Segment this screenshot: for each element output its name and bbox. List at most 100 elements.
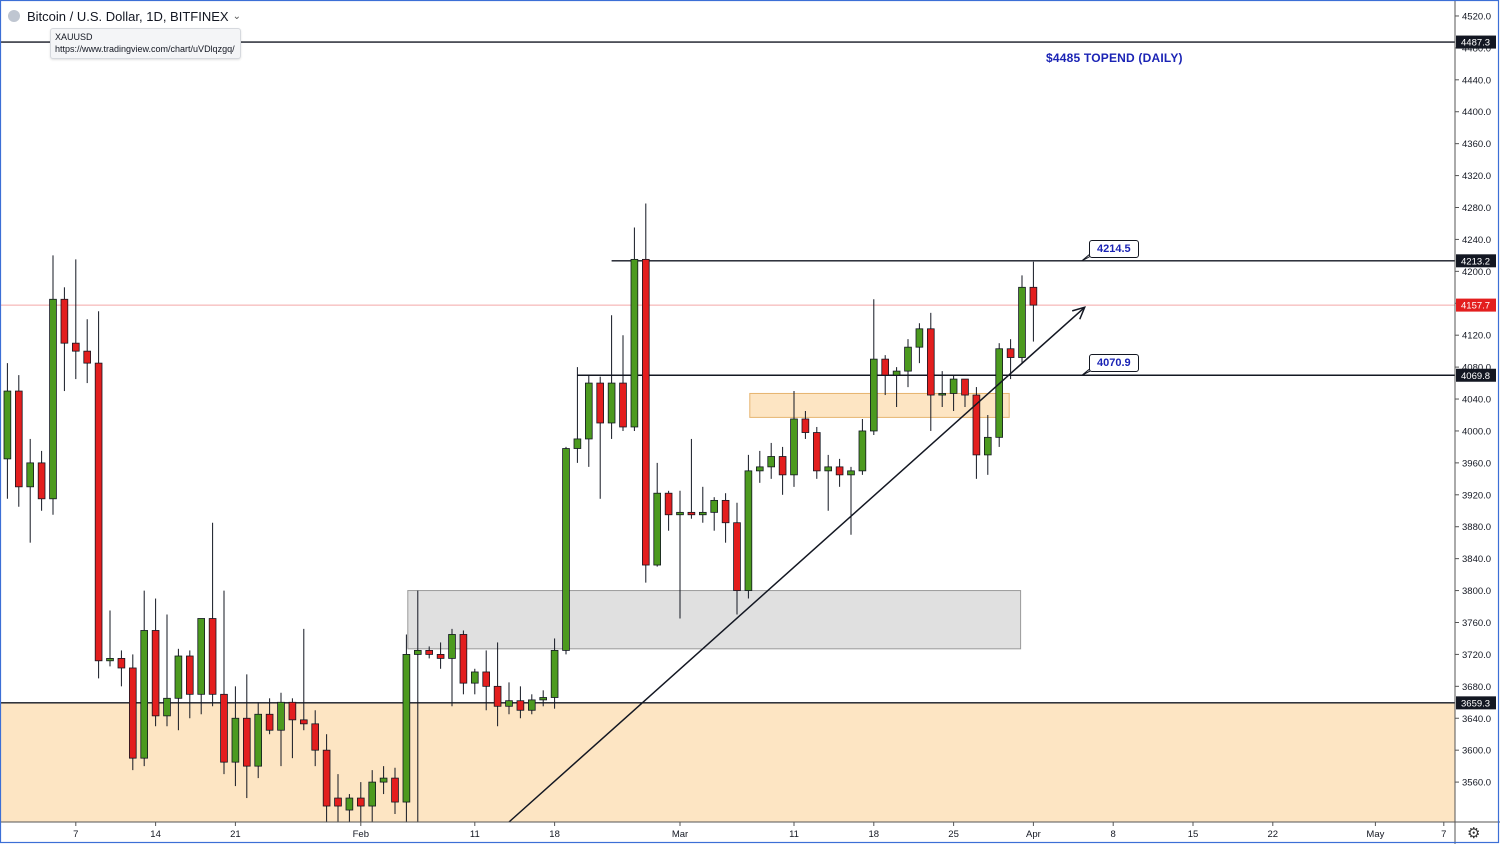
candle bbox=[1018, 275, 1026, 364]
x-tick-label: 11 bbox=[789, 829, 799, 840]
y-tick-label: 4120.0 bbox=[1462, 331, 1491, 342]
y-tick-label: 4400.0 bbox=[1462, 107, 1491, 118]
x-tick-label: 7 bbox=[1441, 829, 1446, 840]
candle-body-down bbox=[835, 466, 844, 476]
candle-body-up bbox=[676, 511, 684, 516]
candle bbox=[915, 323, 924, 364]
candle-body-down bbox=[493, 685, 502, 707]
price-label: 3659.3 bbox=[1461, 698, 1490, 709]
candle-body-up bbox=[402, 654, 411, 803]
candle bbox=[801, 411, 810, 439]
candle-body-up bbox=[174, 655, 183, 699]
x-tick-label: Mar bbox=[672, 829, 688, 840]
current-price-label: 4157.7 bbox=[1461, 301, 1490, 312]
y-tick-label: 4440.0 bbox=[1462, 75, 1491, 86]
candle bbox=[140, 590, 149, 767]
candle-body-down bbox=[391, 777, 399, 803]
candle-body-down bbox=[721, 499, 730, 524]
candle-body-up bbox=[949, 378, 958, 394]
candle bbox=[664, 490, 673, 531]
candle bbox=[961, 378, 969, 408]
candle bbox=[436, 642, 445, 669]
x-tick-label: 14 bbox=[150, 829, 161, 840]
x-tick-label: Apr bbox=[1026, 829, 1041, 840]
x-tick-label: 21 bbox=[230, 829, 241, 840]
candle-body-up bbox=[915, 328, 924, 348]
symbol-header[interactable]: Bitcoin / U.S. Dollar, 1D, BITFINEX ⌄ bbox=[8, 6, 241, 26]
y-tick-label: 3680.0 bbox=[1462, 682, 1491, 693]
zones-layer bbox=[0, 392, 1455, 822]
candle bbox=[26, 438, 34, 543]
candle-body-down bbox=[94, 362, 103, 662]
candle-body-down bbox=[208, 618, 217, 695]
candle bbox=[322, 734, 331, 822]
candle bbox=[470, 668, 479, 695]
candle-body-down bbox=[516, 700, 525, 711]
candle bbox=[619, 335, 627, 431]
candle-body-up bbox=[767, 456, 775, 468]
candle-body-down bbox=[128, 667, 137, 759]
x-tick-label: 22 bbox=[1268, 829, 1279, 840]
candle-body-down bbox=[322, 749, 331, 807]
x-tick-label: May bbox=[1366, 829, 1384, 840]
candle bbox=[699, 486, 707, 523]
candle bbox=[824, 454, 832, 511]
candle bbox=[163, 614, 171, 727]
candle bbox=[94, 311, 103, 679]
candle-body-down bbox=[1006, 348, 1015, 358]
horizontal-lines-layer bbox=[0, 41, 1455, 704]
candle-body-up bbox=[277, 701, 285, 731]
candle-body-down bbox=[733, 522, 741, 591]
candle-body-up bbox=[858, 430, 867, 472]
candle bbox=[642, 203, 650, 583]
gear-icon[interactable]: ⚙ bbox=[1467, 825, 1481, 842]
y-tick-label: 3600.0 bbox=[1462, 746, 1491, 757]
candle bbox=[185, 650, 194, 719]
candle-body-down bbox=[151, 630, 160, 717]
candle-body-up bbox=[254, 713, 263, 767]
candle-body-up bbox=[368, 781, 376, 807]
candle bbox=[413, 590, 422, 822]
x-tick-label: 25 bbox=[948, 829, 959, 840]
candle bbox=[528, 694, 536, 715]
price-label-bg bbox=[1456, 35, 1496, 49]
candle bbox=[653, 462, 661, 567]
chevron-down-icon[interactable]: ⌄ bbox=[232, 10, 241, 22]
candle-body-down bbox=[619, 382, 627, 428]
trend-arrow-line bbox=[508, 306, 1086, 823]
candle-body-down bbox=[72, 342, 80, 352]
candle bbox=[585, 375, 593, 467]
candle-body-down bbox=[242, 717, 251, 767]
y-tick-label: 4320.0 bbox=[1462, 171, 1491, 182]
candle-body-up bbox=[539, 697, 547, 701]
candle-body-up bbox=[938, 393, 946, 396]
candle-body-up bbox=[163, 697, 171, 717]
candle bbox=[299, 628, 308, 731]
candle-body-up bbox=[892, 370, 901, 376]
candle bbox=[949, 375, 958, 412]
candle-body-up bbox=[505, 700, 513, 707]
candle bbox=[493, 642, 502, 727]
candle-body-up bbox=[790, 418, 798, 476]
candle bbox=[242, 674, 251, 799]
candle-body-down bbox=[311, 723, 319, 751]
candle bbox=[790, 391, 798, 487]
candle bbox=[402, 634, 411, 822]
price-label-bg bbox=[1456, 368, 1496, 382]
candle-body-down bbox=[117, 658, 126, 669]
candle bbox=[870, 299, 878, 435]
candle bbox=[334, 774, 342, 822]
trend-arrow-layer bbox=[508, 306, 1086, 823]
candle bbox=[448, 628, 456, 707]
candle-body-down bbox=[459, 634, 468, 684]
y-tick-label: 3840.0 bbox=[1462, 554, 1491, 565]
candle bbox=[744, 454, 753, 599]
candle bbox=[151, 598, 160, 727]
candle bbox=[835, 458, 844, 487]
candle bbox=[721, 493, 730, 543]
candle bbox=[596, 376, 604, 499]
candle-body-up bbox=[607, 382, 616, 424]
